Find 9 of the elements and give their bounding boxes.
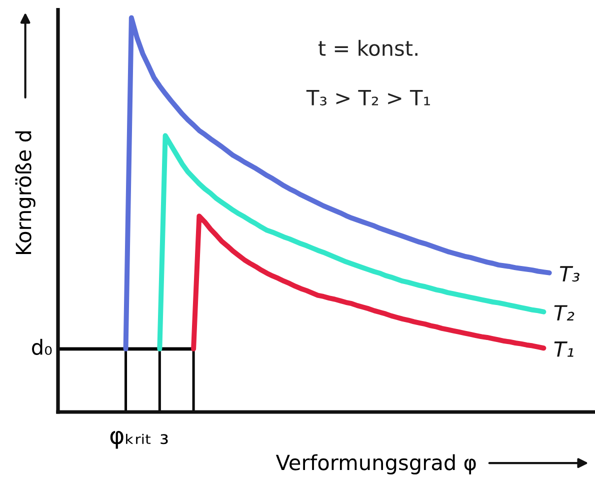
x-axis-title: Verformungsgrad φ — [276, 454, 476, 474]
series-label: T₁ — [554, 341, 574, 357]
series-label: T₃ — [560, 266, 580, 282]
annotation: t = konst. — [318, 40, 418, 56]
ref-line-label: d₀ — [32, 338, 52, 355]
y-axis-title: Korngröße d — [15, 131, 36, 254]
annotation: T₃ > T₂ > T₁ — [306, 90, 430, 106]
text: φₖᵣᵢₜ ₃ — [110, 430, 168, 449]
series-label: T₂ — [554, 305, 574, 320]
